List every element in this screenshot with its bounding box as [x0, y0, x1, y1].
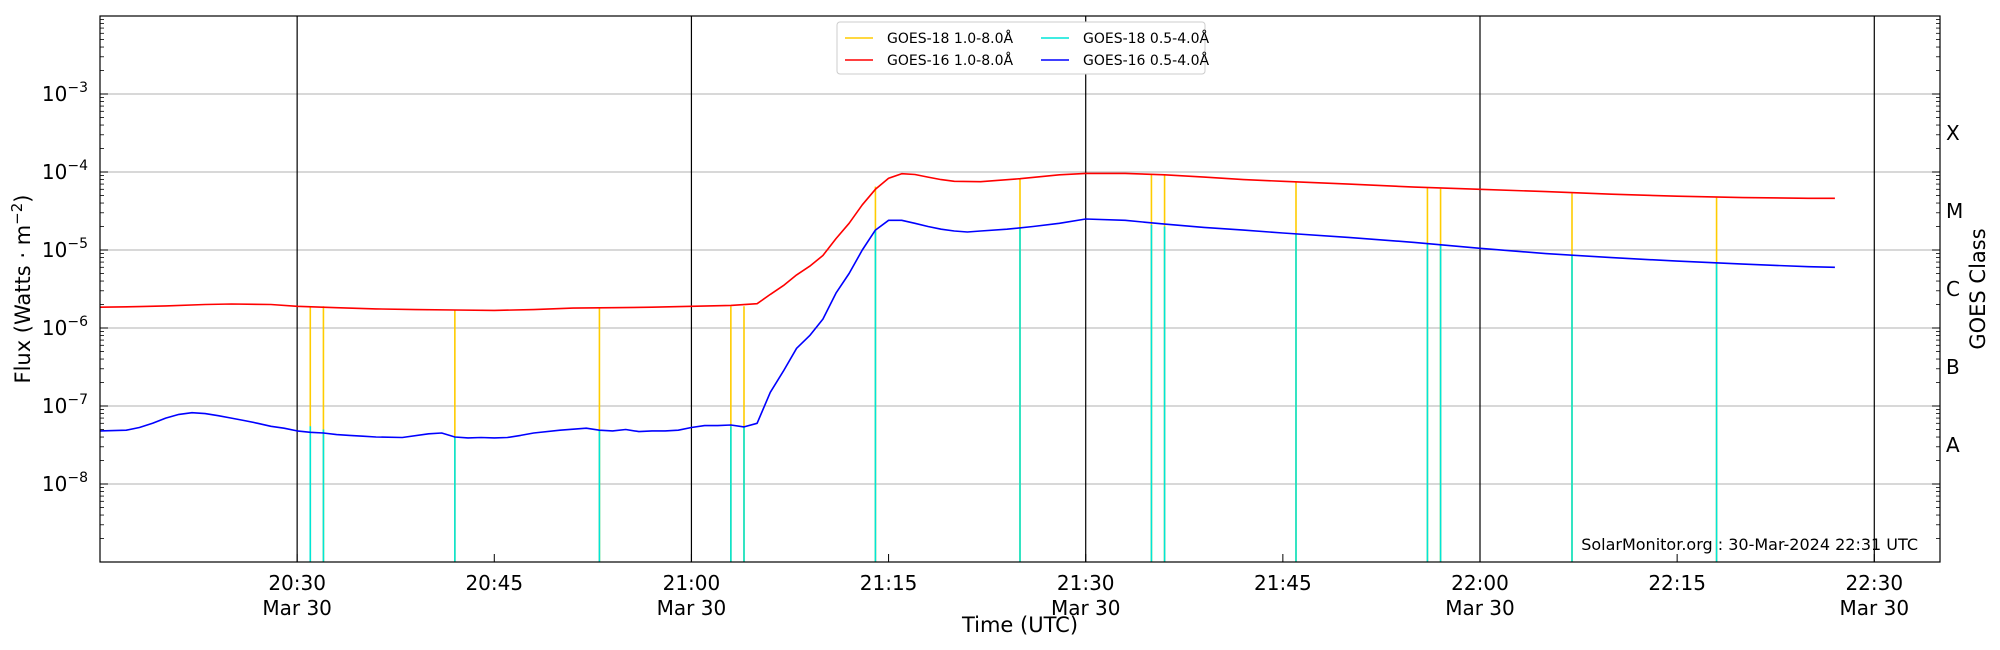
- goes-class-axis-title: GOES Class: [1966, 228, 1990, 349]
- x-tick-sublabel: Mar 30: [1445, 596, 1515, 620]
- goes-class-label: A: [1946, 433, 1960, 457]
- goes-class-label: X: [1946, 121, 1960, 145]
- credit-text: SolarMonitor.org : 30-Mar-2024 22:31 UTC: [1581, 535, 1918, 554]
- legend-label: GOES-18 1.0-8.0Å: [887, 30, 1013, 47]
- y-tick-label: 10−8: [42, 470, 88, 496]
- x-tick-label: 21:15: [860, 571, 918, 595]
- x-tick-sublabel: Mar 30: [262, 596, 332, 620]
- y-tick-label: 10−6: [42, 314, 88, 340]
- goes-class-label: B: [1946, 355, 1960, 379]
- x-tick-sublabel: Mar 30: [1051, 596, 1121, 620]
- x-tick-label: 22:00: [1451, 571, 1509, 595]
- legend-box: [836, 21, 1206, 75]
- legend-label: GOES-16 1.0-8.0Å: [887, 52, 1013, 69]
- x-tick-label: 21:45: [1254, 571, 1312, 595]
- legend-label: GOES-18 0.5-4.0Å: [1083, 30, 1209, 47]
- series-line-goes-16-1-0-8-0-: [99, 172, 1835, 312]
- y-tick-label: 10−3: [42, 80, 88, 106]
- goes-class-label: C: [1946, 277, 1960, 301]
- x-tick-label: 22:30: [1845, 571, 1903, 595]
- x-tick-label: 22:15: [1648, 571, 1706, 595]
- x-tick-label: 21:30: [1057, 571, 1115, 595]
- series-line-goes-16-0-5-4-0-: [99, 218, 1835, 439]
- x-axis-title: Time (UTC): [961, 613, 1078, 637]
- goes-class-label: M: [1946, 199, 1963, 223]
- x-tick-label: 20:45: [465, 571, 523, 595]
- y-axis-title: Flux (Watts · m−2): [8, 194, 35, 383]
- y-tick-label: 10−5: [42, 236, 88, 262]
- x-tick-label: 20:30: [268, 571, 326, 595]
- legend: GOES-18 1.0-8.0Å GOES-16 1.0-8.0Å GOES-18 …: [836, 21, 1209, 75]
- plot-frame: [99, 15, 1941, 563]
- x-tick-sublabel: Mar 30: [1840, 596, 1910, 620]
- time-marker-lines: [296, 16, 1875, 562]
- x-tick-sublabel: Mar 30: [657, 596, 727, 620]
- y-tick-label: 10−4: [42, 158, 88, 184]
- data-series: [99, 172, 1835, 562]
- x-tick-label: 21:00: [663, 571, 721, 595]
- y-tick-label: 10−7: [42, 392, 88, 418]
- legend-label: GOES-16 0.5-4.0Å: [1083, 52, 1209, 69]
